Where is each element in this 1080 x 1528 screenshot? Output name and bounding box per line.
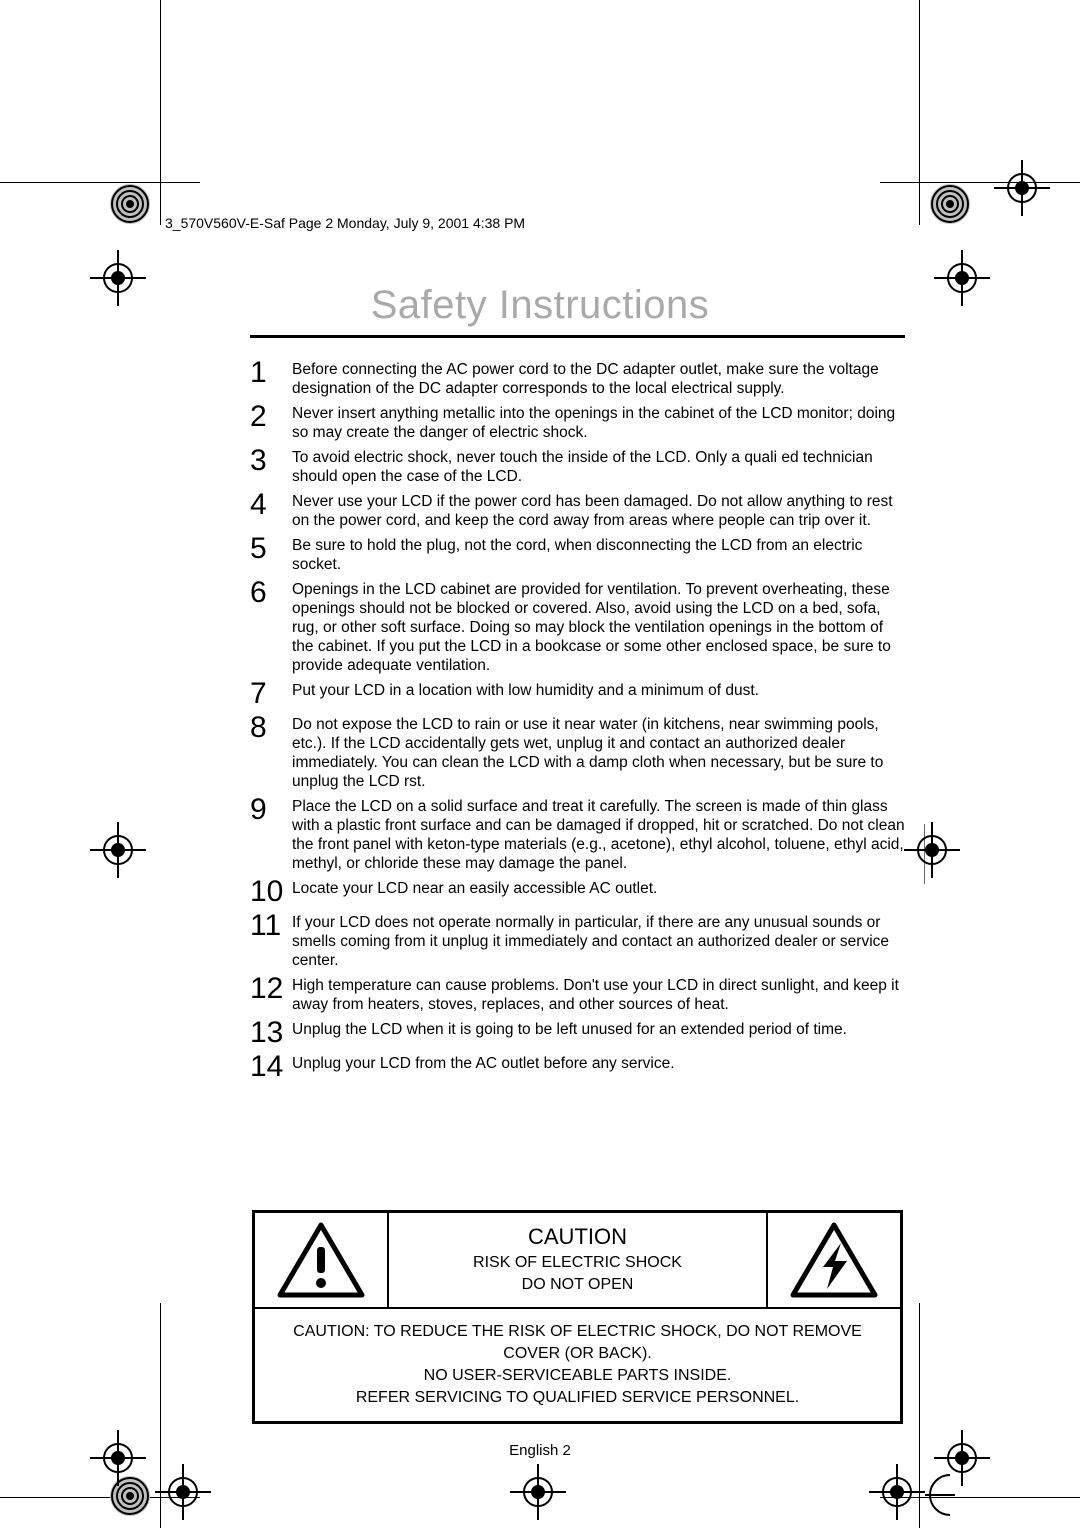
instruction-number: 12 (250, 974, 292, 1004)
instruction-number: 6 (250, 578, 292, 608)
instruction-text: Never use your LCD if the power cord has… (292, 490, 905, 530)
instruction-text: Do not expose the LCD to rain or use it … (292, 713, 905, 791)
instruction-text: To avoid electric shock, never touch the… (292, 446, 905, 486)
instruction-number: 7 (250, 679, 292, 709)
caution-subtext: RISK OF ELECTRIC SHOCK (473, 1252, 682, 1274)
instruction-item: 12High temperature can cause problems. D… (250, 974, 905, 1016)
crop-line (0, 182, 200, 183)
instruction-number: 13 (250, 1018, 292, 1048)
instruction-number: 14 (250, 1052, 292, 1082)
instruction-text: Openings in the LCD cabinet are provided… (292, 578, 905, 675)
instruction-text: Never insert anything metallic into the … (292, 402, 905, 442)
warning-triangle-lightning-icon (766, 1213, 900, 1307)
instruction-list: 1Before connecting the AC power cord to … (250, 358, 905, 1086)
instruction-item: 8Do not expose the LCD to rain or use it… (250, 713, 905, 793)
title-rule (250, 335, 905, 338)
instruction-number: 10 (250, 877, 292, 907)
crosshair-icon (869, 1464, 925, 1520)
page-footer: English 2 (0, 1442, 1080, 1459)
instruction-item: 5Be sure to hold the plug, not the cord,… (250, 534, 905, 576)
crosshair-icon (155, 1464, 211, 1520)
instruction-item: 7Put your LCD in a location with low hum… (250, 679, 905, 711)
warning-triangle-exclamation-icon (255, 1213, 389, 1307)
crop-line (160, 0, 161, 225)
caution-box: CAUTION RISK OF ELECTRIC SHOCK DO NOT OP… (252, 1210, 903, 1424)
instruction-item: 6Openings in the LCD cabinet are provide… (250, 578, 905, 677)
instruction-text: If your LCD does not operate normally in… (292, 911, 905, 970)
caution-heading: CAUTION (528, 1224, 627, 1250)
instruction-number: 9 (250, 795, 292, 825)
caution-subtext: DO NOT OPEN (522, 1274, 634, 1296)
crosshair-icon (510, 1464, 566, 1520)
instruction-text: High temperature can cause problems. Don… (292, 974, 905, 1014)
instruction-text: Place the LCD on a solid surface and tre… (292, 795, 905, 873)
crosshair-icon (90, 822, 146, 878)
instruction-text: Put your LCD in a location with low humi… (292, 679, 759, 700)
instruction-number: 11 (250, 911, 292, 941)
instruction-number: 8 (250, 713, 292, 743)
caution-body-line: REFER SERVICING TO QUALIFIED SERVICE PER… (265, 1387, 890, 1409)
instruction-item: 14Unplug your LCD from the AC outlet bef… (250, 1052, 905, 1084)
instruction-item: 2Never insert anything metallic into the… (250, 402, 905, 444)
instruction-item: 3To avoid electric shock, never touch th… (250, 446, 905, 488)
document-header: 3_570V560V-E-Saf Page 2 Monday, July 9, … (165, 215, 525, 231)
instruction-item: 1Before connecting the AC power cord to … (250, 358, 905, 400)
instruction-item: 10Locate your LCD near an easily accessi… (250, 877, 905, 909)
caution-body-line: CAUTION: TO REDUCE THE RISK OF ELECTRIC … (265, 1321, 890, 1365)
instruction-number: 4 (250, 490, 292, 520)
instruction-text: Before connecting the AC power cord to t… (292, 358, 905, 398)
instruction-item: 9Place the LCD on a solid surface and tr… (250, 795, 905, 875)
page-title: Safety Instructions (0, 283, 1080, 328)
instruction-text: Unplug the LCD when it is going to be le… (292, 1018, 847, 1039)
registration-mark-icon (108, 182, 152, 226)
instruction-number: 5 (250, 534, 292, 564)
instruction-item: 11If your LCD does not operate normally … (250, 911, 905, 972)
instruction-text: Locate your LCD near an easily accessibl… (292, 877, 657, 898)
artifact-line (924, 824, 925, 884)
instruction-item: 4Never use your LCD if the power cord ha… (250, 490, 905, 532)
crop-line (919, 0, 920, 225)
document-page: 3_570V560V-E-Saf Page 2 Monday, July 9, … (0, 0, 1080, 1528)
instruction-number: 1 (250, 358, 292, 388)
caution-body-line: NO USER-SERVICEABLE PARTS INSIDE. (265, 1365, 890, 1387)
crop-line (880, 182, 1080, 183)
crosshair-icon (904, 822, 960, 878)
instruction-text: Be sure to hold the plug, not the cord, … (292, 534, 905, 574)
instruction-number: 3 (250, 446, 292, 476)
instruction-item: 13Unplug the LCD when it is going to be … (250, 1018, 905, 1050)
registration-mark-icon (928, 182, 972, 226)
crosshair-icon (994, 160, 1050, 216)
instruction-text: Unplug your LCD from the AC outlet befor… (292, 1052, 675, 1073)
instruction-number: 2 (250, 402, 292, 432)
